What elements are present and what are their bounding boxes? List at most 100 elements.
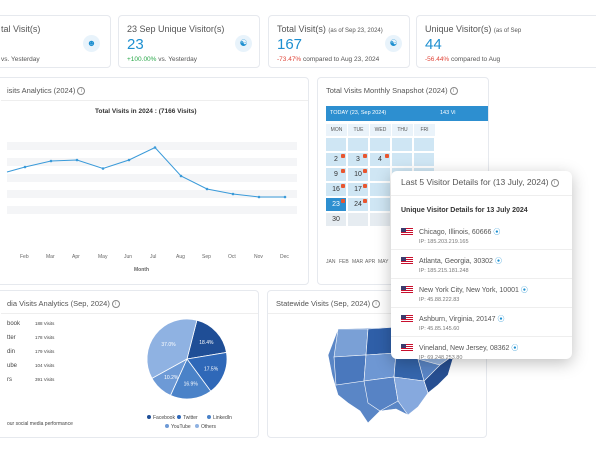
visitor-row: Chicago, Illinois, 60666 ⦿ IP: 185.203.219… bbox=[391, 227, 572, 250]
pie-legend-item: Twitter bbox=[177, 415, 198, 421]
stat-label-note: (as of Sep bbox=[493, 28, 522, 34]
pie-legend-item: Others bbox=[195, 424, 216, 430]
visitor-location: Atlanta, Georgia, 30302 ⦿ bbox=[419, 256, 502, 266]
x-axis-label: Month bbox=[134, 267, 149, 273]
calendar-day[interactable]: 4 bbox=[370, 153, 390, 166]
calendar-day[interactable] bbox=[370, 138, 390, 151]
info-icon[interactable]: i bbox=[550, 179, 559, 187]
legend-label: Twitter bbox=[183, 415, 198, 421]
info-icon[interactable]: i bbox=[77, 87, 86, 95]
calendar-day[interactable] bbox=[370, 183, 390, 196]
data-point[interactable] bbox=[283, 195, 287, 199]
data-point[interactable] bbox=[75, 158, 79, 162]
location-pin-icon[interactable]: ⦿ bbox=[520, 287, 528, 294]
stat-change: +100.00% bbox=[127, 56, 157, 63]
data-point[interactable] bbox=[153, 146, 157, 149]
pie-slice[interactable] bbox=[186, 351, 228, 392]
pie-slice[interactable] bbox=[186, 319, 227, 360]
us-flag-icon bbox=[401, 315, 413, 322]
social-count: 391 Visits bbox=[35, 377, 55, 382]
calendar-day[interactable] bbox=[414, 138, 434, 151]
social-label: book bbox=[7, 321, 21, 327]
calendar-today: TODAY (23, Sep 2024) bbox=[330, 110, 387, 116]
info-icon[interactable]: i bbox=[449, 87, 458, 95]
divider bbox=[391, 336, 572, 337]
social-count: 104 Visits bbox=[35, 363, 55, 368]
visitor-location: Chicago, Illinois, 60666 ⦿ bbox=[419, 227, 500, 237]
pie-slice[interactable] bbox=[169, 358, 212, 400]
social-label: tter bbox=[7, 335, 16, 341]
legend-label: Facebook bbox=[153, 415, 175, 421]
visits-analytics-panel: isits Analytics (2024) i Total Visits in … bbox=[0, 77, 309, 285]
chart-title: Total Visits in 2024 : (7166 Visits) bbox=[95, 108, 197, 115]
calendar-day[interactable]: 16 bbox=[326, 183, 346, 196]
x-tick-label: Oct bbox=[228, 254, 236, 260]
visitor-location: Ashburn, Virginia, 20147 ⦿ bbox=[419, 314, 505, 324]
panel-title: isits Analytics (2024) i bbox=[7, 86, 86, 95]
calendar-month-tab: JAN bbox=[326, 259, 336, 265]
legend-dot bbox=[195, 424, 199, 428]
calendar-day[interactable]: 3 bbox=[348, 153, 368, 166]
visitor-location: Vineland, New Jersey, 08362 ⦿ bbox=[419, 343, 518, 353]
calendar-day[interactable] bbox=[414, 153, 434, 166]
social-visits-panel: dia Visits Analytics (Sep, 2024) i book 18… bbox=[0, 290, 259, 438]
calendar-day[interactable]: 9 bbox=[326, 168, 346, 181]
calendar-day[interactable] bbox=[392, 138, 412, 151]
calendar-weekday: MON bbox=[326, 124, 347, 136]
stat-card-total-visits-as-of: Total Visit(s) (as of Sep 23, 2024) 167 … bbox=[268, 15, 410, 68]
calendar-day[interactable]: 2 bbox=[326, 153, 346, 166]
calendar-day[interactable] bbox=[370, 168, 390, 181]
x-tick-label: Jun bbox=[124, 254, 133, 260]
legend-label: LinkedIn bbox=[213, 415, 232, 421]
info-icon[interactable]: i bbox=[372, 300, 381, 308]
x-tick-label: Apr bbox=[72, 254, 80, 260]
calendar-day[interactable]: 23 bbox=[326, 198, 346, 211]
stat-label: Unique Visitor(s) (as of Sep bbox=[425, 24, 521, 34]
visitor-city: Atlanta, Georgia, 30302 bbox=[419, 258, 493, 265]
calendar-day[interactable] bbox=[348, 138, 368, 151]
calendar-day-badge bbox=[341, 169, 345, 173]
location-pin-icon[interactable]: ⦿ bbox=[497, 316, 505, 323]
visitor-row: Vineland, New Jersey, 08362 ⦿ IP: 69.248.2… bbox=[401, 343, 566, 365]
stat-card-unique-visitors-as-of: Unique Visitor(s) (as of Sep 44 -56.44% … bbox=[416, 15, 596, 68]
stat-label-note: (as of Sep 23, 2024) bbox=[328, 28, 383, 34]
data-point[interactable] bbox=[49, 159, 53, 163]
calendar-day[interactable] bbox=[370, 198, 390, 211]
calendar-day-badge bbox=[341, 184, 345, 188]
data-point[interactable] bbox=[101, 167, 105, 170]
info-icon[interactable]: i bbox=[111, 300, 120, 308]
panel-title: Total Visits Monthly Snapshot (2024) i bbox=[326, 86, 458, 95]
calendar-day[interactable]: 30 bbox=[326, 213, 346, 226]
x-tick-label: Mar bbox=[46, 254, 55, 260]
calendar-day[interactable] bbox=[326, 138, 346, 151]
calendar-day[interactable] bbox=[392, 153, 412, 166]
data-point[interactable] bbox=[231, 192, 235, 196]
data-point[interactable] bbox=[23, 165, 27, 169]
location-pin-icon[interactable]: ⦿ bbox=[493, 229, 501, 236]
data-point[interactable] bbox=[205, 187, 209, 191]
data-point[interactable] bbox=[257, 195, 261, 199]
legend-label: Others bbox=[201, 424, 217, 430]
divider bbox=[1, 100, 308, 101]
stat-label: Total Visit(s) (as of Sep 23, 2024) bbox=[277, 24, 383, 34]
pie-slice[interactable] bbox=[146, 318, 198, 379]
location-pin-icon[interactable]: ⦿ bbox=[494, 258, 502, 265]
data-point[interactable] bbox=[179, 174, 183, 178]
stat-change: -73.47% bbox=[277, 56, 302, 63]
pie-label: 10.2% bbox=[164, 375, 179, 381]
data-point[interactable] bbox=[127, 158, 131, 162]
calendar-day[interactable]: 24 bbox=[348, 198, 368, 211]
visitor-ip: IP: 45.85.145.60 bbox=[419, 326, 460, 332]
visitor-ip: IP: 45.88.222.83 bbox=[419, 297, 460, 303]
grid-band bbox=[7, 142, 297, 150]
calendar-day[interactable]: 10 bbox=[348, 168, 368, 181]
popup-title: Last 5 Visitor Details for (13 July, 202… bbox=[401, 177, 559, 187]
x-tick-label: Nov bbox=[254, 254, 263, 260]
grid-band bbox=[7, 174, 297, 182]
location-pin-icon[interactable]: ⦿ bbox=[511, 345, 519, 352]
visitor-city: Chicago, Illinois, 60666 bbox=[419, 229, 492, 236]
calendar-day[interactable] bbox=[348, 213, 368, 226]
calendar-day[interactable]: 17 bbox=[348, 183, 368, 196]
calendar-day-badge bbox=[341, 199, 345, 203]
calendar-day[interactable] bbox=[370, 213, 390, 226]
